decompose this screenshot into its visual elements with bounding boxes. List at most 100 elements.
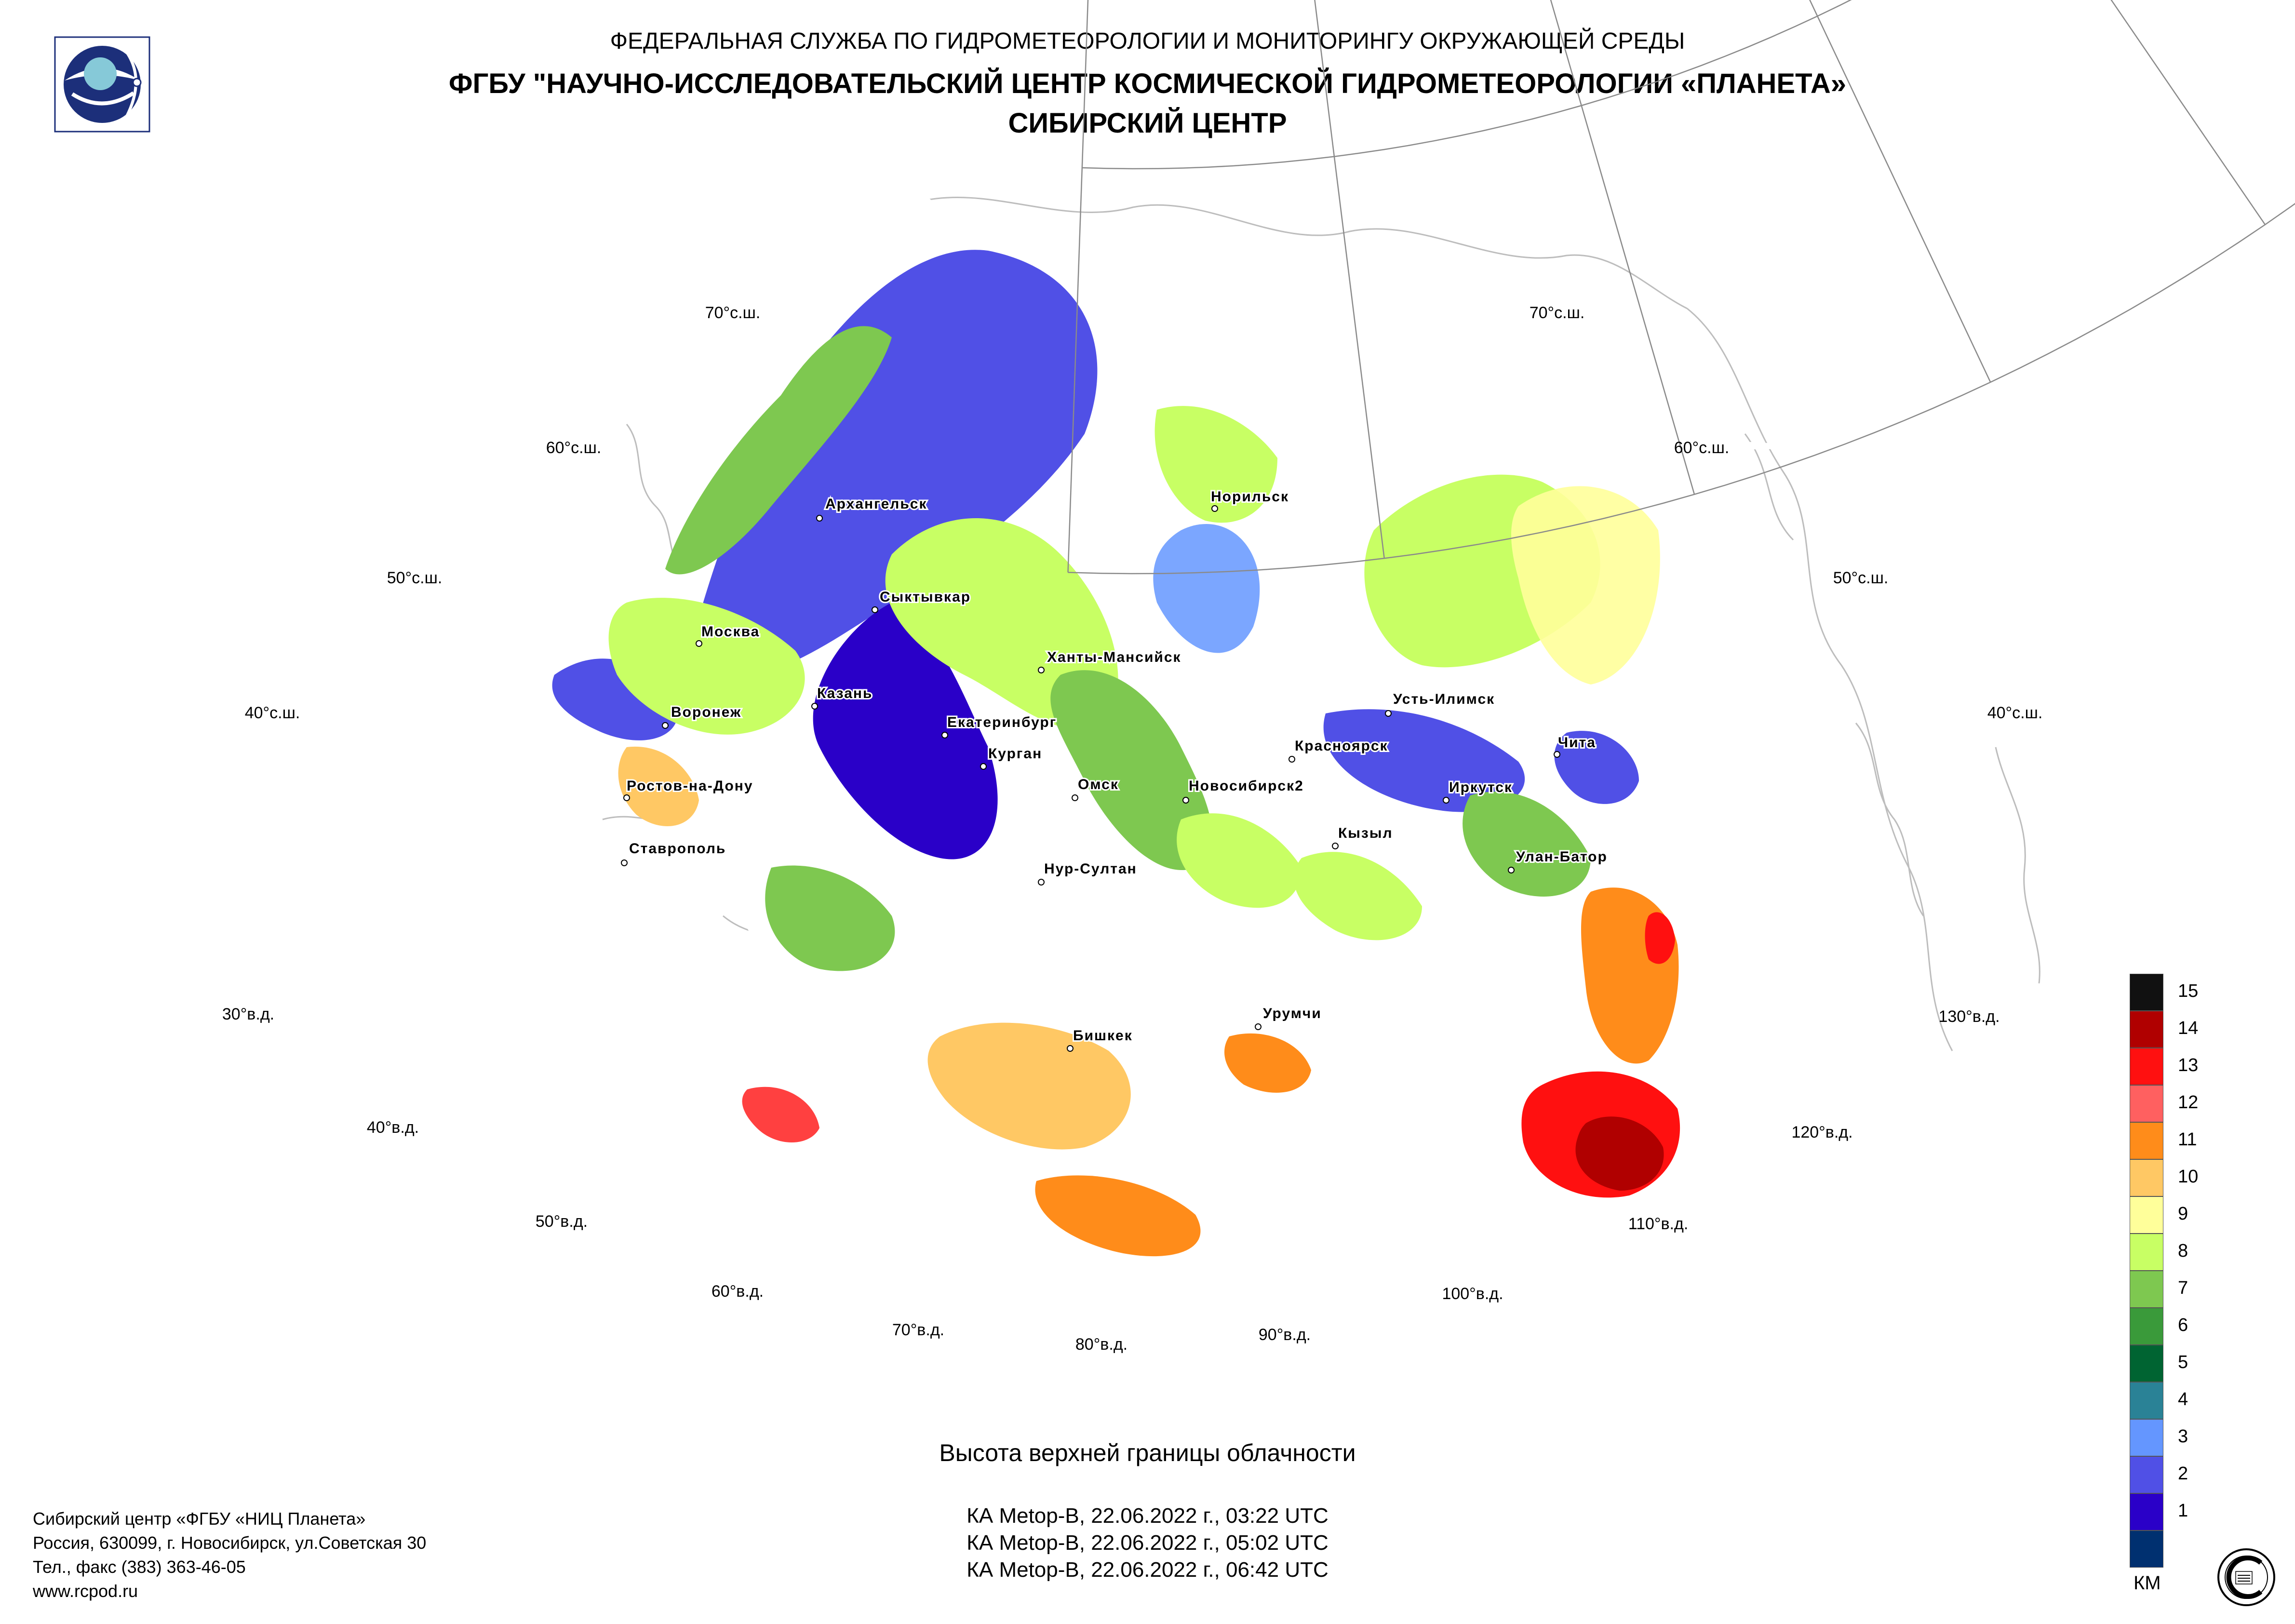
city-label: Воронеж <box>671 704 741 720</box>
cloud-area <box>1035 1175 1201 1257</box>
product-title: Высота верхней границы облачности <box>939 1439 1356 1466</box>
meridian-line <box>1550 0 1695 495</box>
city-marker <box>1554 751 1560 758</box>
legend-label: 2 <box>2178 1463 2188 1484</box>
legend-swatch <box>2130 1456 2163 1493</box>
cloud-area <box>618 746 699 826</box>
city-marker <box>941 732 948 738</box>
legend-label: 13 <box>2178 1055 2199 1075</box>
legend-swatch <box>2130 1419 2163 1456</box>
coastline <box>1744 433 1924 916</box>
cloud-area <box>1294 852 1422 940</box>
meridian-line <box>1809 0 1991 383</box>
city-marker <box>816 515 823 522</box>
legend-label: 12 <box>2178 1092 2199 1113</box>
city-marker <box>1288 756 1295 763</box>
footer-phone: Тел., факс (383) 363-46-05 <box>33 1557 246 1577</box>
city-marker <box>872 606 878 613</box>
city-label: Улан-Батор <box>1516 849 1608 865</box>
latitude-line <box>1082 0 1852 170</box>
city-label: Казань <box>817 685 873 701</box>
longitude-label: 30°в.д. <box>222 1005 274 1023</box>
longitude-label: 40°в.д. <box>367 1118 419 1137</box>
legend-label: 4 <box>2178 1389 2188 1409</box>
city-marker <box>811 703 818 710</box>
city-marker <box>696 640 702 647</box>
latitude-label: 40°с.ш. <box>245 704 300 722</box>
satellite-pass-3: КА Metop-B, 22.06.2022 г., 06:42 UTC <box>966 1558 1329 1582</box>
city-label: Норильск <box>1211 489 1289 505</box>
cloud-area <box>1511 486 1660 684</box>
longitude-label: 100°в.д. <box>1442 1285 1503 1303</box>
longitude-label: 70°в.д. <box>892 1321 944 1339</box>
longitude-label: 110°в.д. <box>1628 1215 1689 1233</box>
footer-website[interactable]: www.rcpod.ru <box>33 1581 138 1601</box>
latitude-line <box>1068 203 2295 575</box>
legend-label: 9 <box>2178 1204 2188 1224</box>
cloud-area <box>684 250 1098 682</box>
city-label: Ханты-Мансийск <box>1047 649 1181 665</box>
satellite-pass-2: КА Metop-B, 22.06.2022 г., 05:02 UTC <box>966 1531 1329 1555</box>
city-marker <box>1255 1023 1262 1030</box>
longitude-label: 90°в.д. <box>1259 1326 1311 1344</box>
city-marker <box>1038 667 1045 673</box>
cloud-area <box>1224 1033 1311 1093</box>
city-label: Нур-Султан <box>1044 861 1137 877</box>
city-marker <box>980 763 987 770</box>
legend-label: 10 <box>2178 1167 2199 1187</box>
meridian-line <box>1118 0 2295 26</box>
city-label: Москва <box>701 624 760 640</box>
legend-label: 1 <box>2178 1501 2188 1521</box>
legend-swatch <box>2130 1530 2163 1568</box>
coastline <box>1687 308 1953 1051</box>
city-marker <box>1443 797 1449 804</box>
legend-swatch <box>2130 1122 2163 1159</box>
city-markers: Архангельск Норильск Сыктывкар Москва Ханты-… <box>621 487 1608 1052</box>
city-label: Иркутск <box>1449 779 1513 795</box>
center-title: СИБИРСКИЙ ЦЕНТР <box>1008 107 1287 139</box>
legend-swatch <box>2130 1345 2163 1382</box>
graticule-labels: 70°с.ш. 60°с.ш. 50°с.ш. 40°с.ш. 70°с.ш. 60°с.… <box>222 304 2042 1354</box>
city-label: Омск <box>1078 777 1119 792</box>
legend-swatch <box>2130 1159 2163 1196</box>
latitude-label: 70°с.ш. <box>705 304 761 322</box>
city-label: Урумчи <box>1263 1006 1322 1021</box>
city-label: Бишкек <box>1073 1028 1133 1044</box>
cloud-area <box>927 1022 1131 1150</box>
satellite-pass-1: КА Metop-B, 22.06.2022 г., 03:22 UTC <box>966 1504 1329 1528</box>
city-marker <box>662 722 669 729</box>
city-label: Екатеринбург <box>947 714 1057 730</box>
legend-label: 7 <box>2178 1278 2188 1298</box>
city-marker <box>1211 505 1218 512</box>
city-marker <box>1067 1045 1074 1052</box>
meridian-line <box>1067 0 1089 573</box>
legend-swatch <box>2130 1493 2163 1530</box>
cloud-area <box>1575 1116 1664 1191</box>
city-label: Ростов-на-Дону <box>627 778 753 794</box>
legend-swatch <box>2130 1048 2163 1085</box>
city-marker <box>1182 797 1189 804</box>
city-marker <box>1072 794 1078 801</box>
longitude-label: 60°в.д. <box>711 1282 764 1301</box>
coastline <box>1995 747 2040 984</box>
city-marker <box>1038 879 1045 886</box>
cloud-area <box>742 1087 819 1142</box>
city-marker <box>1385 710 1392 717</box>
cloud-area <box>1645 912 1675 964</box>
iso-certification-icon <box>2217 1548 2275 1606</box>
coastline <box>915 197 1688 309</box>
legend-swatch <box>2130 1085 2163 1122</box>
legend-swatch <box>2130 1011 2163 1048</box>
city-label: Сыктывкар <box>880 589 971 605</box>
legend-label: 14 <box>2178 1018 2199 1038</box>
cloud-area <box>608 598 805 735</box>
cloud-area <box>813 603 998 859</box>
city-marker <box>1508 867 1515 873</box>
cloud-data-layer <box>535 190 1856 1302</box>
agency-title: ФЕДЕРАЛЬНАЯ СЛУЖБА ПО ГИДРОМЕТЕОРОЛОГИИ … <box>610 28 1685 54</box>
height-legend <box>2130 974 2163 1568</box>
legend-unit: КМ <box>2134 1572 2161 1594</box>
legend-swatch <box>2130 974 2163 1011</box>
legend-label: 3 <box>2178 1426 2188 1447</box>
